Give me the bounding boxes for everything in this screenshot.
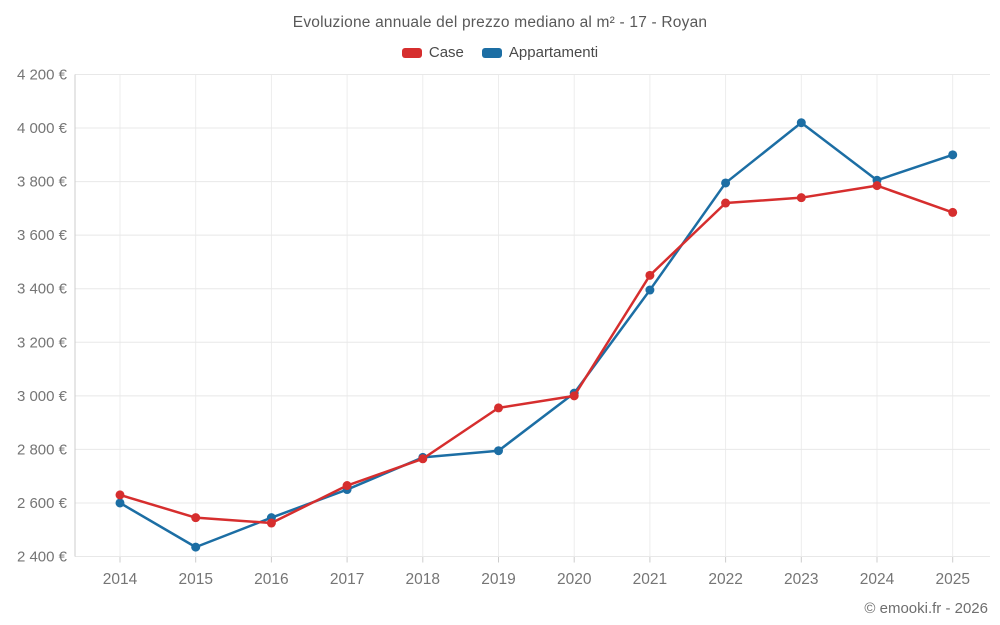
appartamenti-data-point[interactable]	[948, 150, 958, 160]
chart-title: Evoluzione annuale del prezzo mediano al…	[292, 14, 708, 31]
x-axis-label: 2015	[178, 571, 212, 588]
case-data-point[interactable]	[569, 391, 579, 401]
case-data-point[interactable]	[342, 481, 352, 491]
appartamenti-data-point[interactable]	[494, 446, 503, 456]
y-axis-label: 2 400 €	[17, 549, 68, 566]
copyright-footer: © emooki.fr - 2026	[864, 600, 988, 617]
y-axis-label: 4 000 €	[17, 120, 68, 137]
case-series-swatch-icon	[401, 47, 422, 58]
y-axis-label: 3 800 €	[17, 174, 68, 191]
appartamenti-data-point[interactable]	[796, 118, 806, 128]
x-axis-label: 2023	[784, 571, 818, 588]
x-axis-label: 2024	[860, 571, 895, 588]
x-axis-label: 2017	[330, 571, 364, 588]
case-data-point[interactable]	[191, 513, 201, 523]
y-axis-label: 2 800 €	[17, 441, 68, 458]
appartamenti-series-swatch-icon	[481, 47, 502, 58]
y-axis-label: 3 600 €	[17, 227, 68, 244]
case-data-point[interactable]	[494, 403, 503, 413]
x-axis-label: 2018	[406, 571, 440, 588]
y-axis-label: 4 200 €	[17, 67, 68, 84]
x-axis-label: 2020	[557, 571, 592, 588]
y-axis-label: 2 600 €	[17, 495, 68, 512]
legend: Case Appartamenti	[0, 44, 1000, 61]
case-data-point[interactable]	[266, 518, 276, 528]
case-data-point[interactable]	[721, 198, 731, 208]
legend-item-appartamenti[interactable]: Appartamenti	[481, 44, 599, 61]
x-axis-label: 2021	[633, 571, 667, 588]
appartamenti-data-point[interactable]	[645, 285, 655, 295]
case-data-point[interactable]	[796, 193, 806, 203]
case-data-point[interactable]	[948, 207, 958, 217]
y-axis-label: 3 000 €	[17, 388, 68, 405]
appartamenti-data-point[interactable]	[191, 542, 201, 552]
appartamenti-data-point[interactable]	[115, 498, 125, 508]
x-axis-label: 2016	[254, 571, 288, 588]
x-axis-label: 2025	[935, 571, 969, 588]
legend-item-case[interactable]: Case	[401, 44, 464, 61]
case-data-point[interactable]	[872, 181, 882, 191]
case-data-point[interactable]	[645, 270, 655, 280]
appartamenti-data-point[interactable]	[721, 178, 731, 188]
x-axis-label: 2022	[708, 571, 742, 588]
y-axis-label: 3 200 €	[17, 334, 68, 351]
case-data-point[interactable]	[418, 454, 428, 464]
appartamenti-series-line	[118, 121, 954, 549]
case-data-point[interactable]	[115, 490, 125, 500]
x-axis-label: 2014	[103, 571, 138, 588]
x-axis-label: 2019	[481, 571, 515, 588]
case-series-line	[118, 184, 954, 525]
legend-label-appartamenti: Appartamenti	[508, 44, 599, 61]
legend-label-case: Case	[428, 44, 464, 61]
y-axis-label: 3 400 €	[17, 281, 68, 298]
